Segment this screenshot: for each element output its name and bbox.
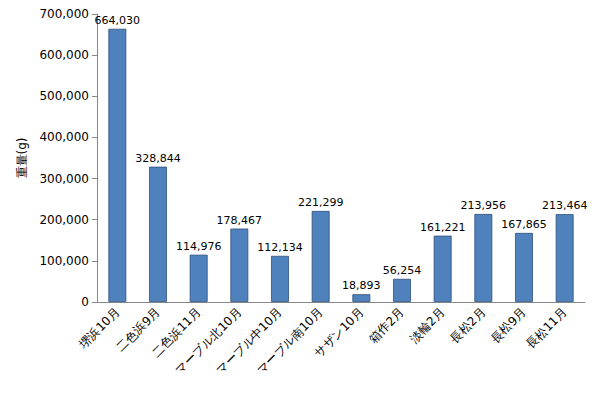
svg-text:664,030: 664,030 [95,14,141,27]
svg-text:114,976: 114,976 [176,240,222,253]
svg-text:178,467: 178,467 [217,214,263,227]
svg-text:二色浜11月: 二色浜11月 [149,305,204,360]
svg-text:161,221: 161,221 [420,221,466,234]
svg-text:200,000: 200,000 [39,213,89,227]
svg-text:サザン10月: サザン10月 [312,305,367,360]
svg-text:56,254: 56,254 [383,264,422,277]
svg-text:100,000: 100,000 [39,254,89,268]
svg-text:箱作2月: 箱作2月 [366,305,407,346]
svg-text:300,000: 300,000 [39,172,89,186]
svg-text:600,000: 600,000 [39,48,89,62]
svg-text:328,844: 328,844 [135,152,181,165]
svg-text:マーブル中10月: マーブル中10月 [213,305,285,377]
svg-text:18,893: 18,893 [342,279,381,292]
svg-text:167,865: 167,865 [501,218,547,231]
svg-text:221,299: 221,299 [298,196,344,209]
svg-text:マーブル北10月: マーブル北10月 [172,305,245,377]
svg-text:400,000: 400,000 [39,130,89,144]
svg-text:淡輪2月: 淡輪2月 [407,305,448,346]
svg-text:長松11月: 長松11月 [523,305,569,351]
svg-text:長松2月: 長松2月 [448,305,489,346]
svg-text:213,956: 213,956 [461,199,507,212]
svg-text:堺浜10月: 堺浜10月 [76,305,123,352]
svg-text:112,134: 112,134 [257,241,303,254]
svg-text:重量(g): 重量(g) [15,138,29,179]
svg-text:213,464: 213,464 [542,199,588,212]
svg-text:二色浜9月: 二色浜9月 [113,305,163,355]
svg-text:マーブル南10月: マーブル南10月 [254,305,326,377]
svg-text:700,000: 700,000 [39,7,89,21]
svg-text:長松9月: 長松9月 [488,305,529,346]
svg-text:0: 0 [81,295,89,309]
svg-text:500,000: 500,000 [39,89,89,103]
